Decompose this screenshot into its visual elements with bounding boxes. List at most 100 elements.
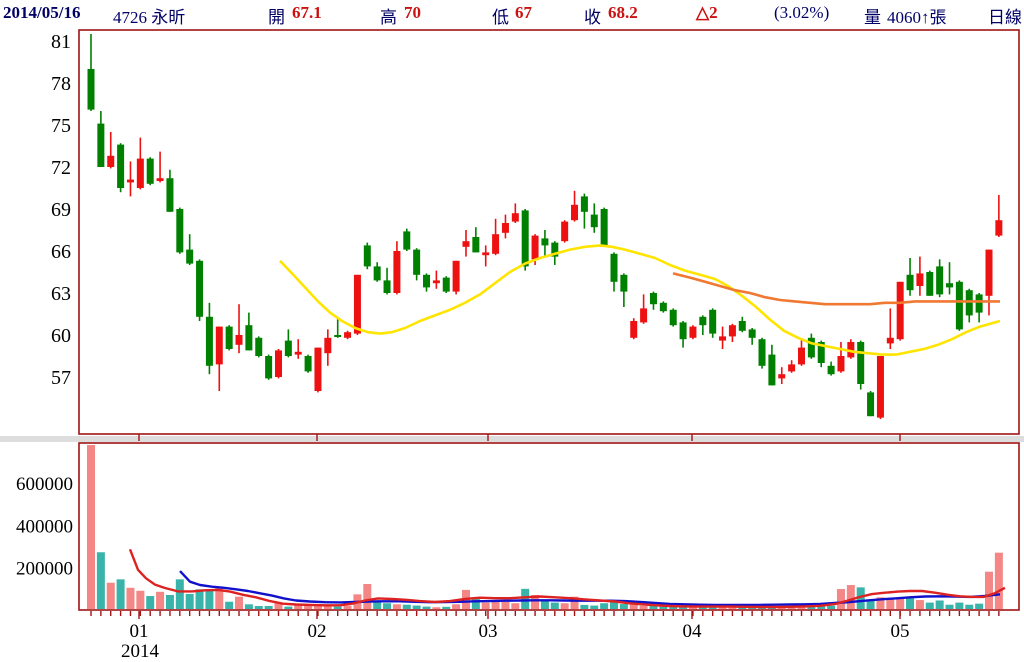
candle [383, 267, 391, 295]
volume-bar [718, 607, 727, 609]
candle-body [107, 155, 115, 167]
price-tick-label: 78 [51, 73, 71, 95]
candle-body [758, 339, 766, 366]
candle-body [166, 178, 174, 212]
ticker-name: 4726 永昕 [113, 8, 186, 27]
volume-bar [195, 589, 204, 609]
volume-bar [600, 603, 609, 609]
month-label: 05 [891, 621, 910, 642]
candle [965, 288, 973, 323]
candle [472, 227, 480, 253]
volume-bar [925, 602, 934, 609]
candle-body [462, 241, 470, 247]
volume-bar [984, 571, 993, 609]
volume-bar [274, 602, 283, 609]
volume-bar [106, 582, 115, 609]
candle [955, 280, 963, 331]
volume-bar [679, 607, 688, 609]
candle [669, 308, 677, 327]
low-label: 低 [492, 8, 509, 27]
candle-body [837, 356, 845, 372]
volume-bar [383, 603, 392, 609]
candle-body [649, 293, 657, 305]
volume-bar [165, 594, 174, 609]
candle-body [353, 274, 361, 334]
candle-body [314, 347, 322, 391]
candle [87, 34, 95, 111]
candle [294, 339, 302, 359]
candle [916, 256, 924, 296]
candle-body [452, 260, 460, 292]
volume-bar [304, 604, 313, 609]
candle-body [640, 308, 648, 323]
volume-bar [669, 606, 678, 609]
volume-bar [313, 604, 322, 609]
candle [117, 143, 125, 193]
candle [136, 137, 144, 190]
candle-body [748, 329, 756, 338]
candle-body [926, 272, 934, 296]
change-up-triangle: △2 [696, 3, 718, 22]
candle [995, 195, 1003, 237]
candle-body [738, 321, 746, 331]
candle-body [136, 158, 144, 188]
volume-bar [501, 601, 510, 609]
candle-body [827, 365, 835, 375]
candle-body [205, 316, 213, 366]
candle-body [857, 342, 865, 384]
candle-body [215, 326, 223, 365]
candle [699, 315, 707, 335]
volume-bar [698, 606, 707, 609]
volume-bar [550, 602, 559, 609]
candle-body [432, 280, 440, 284]
period-daily: 日線 [988, 8, 1022, 27]
candle-body [610, 253, 618, 282]
open-label: 開 [268, 8, 285, 27]
low-value: 67 [515, 3, 532, 22]
candle [600, 207, 608, 247]
candle-body [176, 209, 184, 253]
quote-date: 2014/05/16 [3, 3, 81, 22]
candle [906, 258, 914, 296]
candle-body [965, 290, 973, 316]
candle [679, 321, 687, 348]
volume-bar [945, 604, 954, 609]
candle-body [580, 196, 588, 212]
volume-bar [284, 606, 293, 609]
candle [274, 349, 282, 379]
candle [738, 316, 746, 333]
candle-body [975, 294, 983, 313]
volume-bar [96, 552, 105, 609]
candle-body [679, 322, 687, 340]
candle [659, 301, 667, 313]
candle [936, 259, 944, 298]
volume-bar [570, 596, 579, 609]
volume-bar [915, 600, 924, 609]
volume-bar [777, 607, 786, 609]
candle [689, 325, 697, 340]
candle [876, 356, 884, 419]
candle [492, 218, 500, 256]
month-axis: 01 02 03 04 05 2014 [121, 434, 910, 662]
volume-bar [531, 594, 540, 609]
candle-body [817, 342, 825, 363]
volume-bar [896, 597, 905, 609]
volume-tick-label: 400000 [16, 516, 73, 537]
candle [748, 328, 756, 345]
candle-body [876, 356, 884, 418]
candle-body [442, 277, 450, 292]
price-axis-labels: 81 78 75 72 69 66 63 60 57 [51, 31, 71, 389]
candle-body [906, 274, 914, 291]
candle-body [156, 178, 164, 181]
volume-bar [748, 607, 757, 609]
volume-bar [264, 605, 273, 609]
candle [590, 203, 598, 233]
candle-body [265, 356, 273, 379]
volume-bar [836, 589, 845, 609]
volume-bar [659, 605, 668, 609]
volume-bar [481, 602, 490, 609]
candle-body [867, 392, 875, 417]
volume-bar [432, 607, 441, 609]
volume-bar [935, 600, 944, 609]
